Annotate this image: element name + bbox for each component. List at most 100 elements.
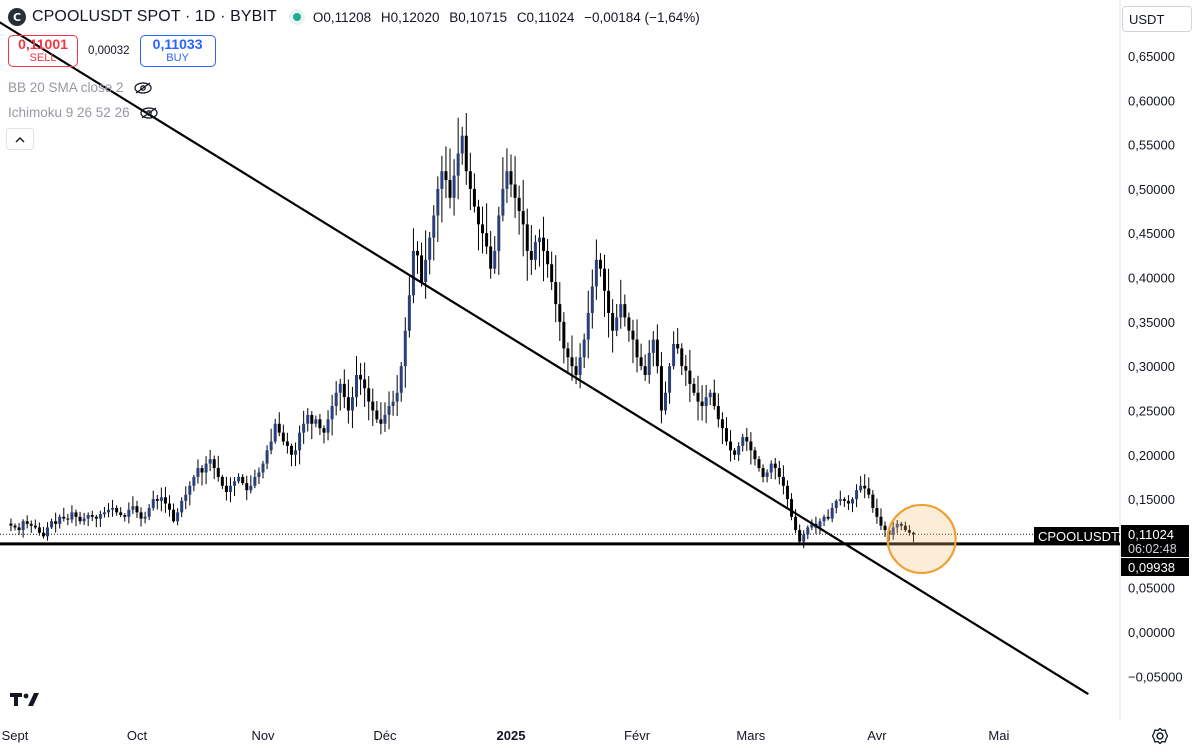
candle-body [383, 414, 387, 424]
sell-button[interactable]: 0,11001 SELL [8, 35, 78, 67]
buy-label: BUY [166, 52, 189, 64]
candle-body [224, 485, 228, 492]
buy-price: 0,11033 [152, 36, 203, 52]
candle-body [155, 499, 159, 501]
candle-body [330, 406, 334, 420]
ohlc-values: O0,11208 H0,12020 B0,10715 C0,11024 −0,0… [313, 10, 700, 25]
candle-body [415, 250, 419, 256]
price-tick-label: 0,35000 [1128, 315, 1175, 330]
candle-body [822, 516, 826, 522]
candle-body [777, 468, 781, 477]
currency-label: USDT [1129, 11, 1165, 27]
bar-countdown-text: 06:02:48 [1128, 542, 1177, 556]
eye-off-icon[interactable] [133, 81, 152, 94]
candle-body [668, 366, 672, 393]
candle-body [883, 525, 887, 531]
candle-body [720, 419, 724, 429]
symbol-logo-icon: C [8, 8, 26, 26]
symbol-title[interactable]: CPOOLUSDT SPOT · 1D · BYBIT [32, 8, 277, 25]
last-price-label: 0,11024 06:02:48 [1121, 525, 1189, 557]
candle-body [542, 237, 546, 251]
candle-body [481, 224, 485, 234]
indicator-bb[interactable]: BB 20 SMA close 2 [8, 80, 152, 95]
tradingview-logo-icon [10, 693, 39, 706]
candle-body [9, 523, 13, 526]
candle-body [684, 366, 688, 371]
candle-body [58, 516, 62, 524]
candle-body [639, 357, 643, 367]
collapse-legend-button[interactable] [6, 128, 34, 150]
candle-body [306, 414, 310, 424]
candle-body [420, 255, 424, 282]
candle-body [651, 339, 655, 353]
candle-body [838, 499, 842, 501]
time-axis[interactable]: Sept Oct Nov Déc 2025 Févr Mars Avr Mai [2, 728, 1010, 743]
candle-body [379, 419, 383, 424]
candle-body [237, 476, 241, 482]
candle-body [98, 514, 102, 519]
candle-body [456, 153, 460, 176]
candle-body [509, 171, 513, 185]
candle-body [863, 485, 867, 489]
candle-body [676, 344, 680, 349]
candle-body [342, 383, 346, 398]
candle-body [855, 490, 859, 500]
candle-body [62, 516, 66, 519]
candle-body [798, 530, 802, 542]
candle-body [741, 437, 745, 446]
candle-body [497, 215, 501, 251]
candle-body [773, 463, 777, 469]
candle-body [440, 171, 444, 189]
candle-body [257, 472, 261, 477]
candle-body [590, 286, 594, 313]
candle-body [911, 532, 915, 535]
candle-body [94, 516, 98, 519]
chevron-up-icon [15, 136, 25, 142]
time-tick-label: Déc [373, 728, 397, 743]
candle-body [578, 357, 582, 376]
time-tick-label: 2025 [497, 728, 526, 743]
candle-body [729, 441, 733, 451]
breakout-highlight-circle[interactable] [886, 503, 957, 575]
candle-body [33, 525, 37, 528]
time-tick-label: Mars [736, 728, 765, 743]
trend-line[interactable] [0, 12, 1089, 695]
candle-body [647, 352, 651, 376]
candle-body [875, 507, 879, 517]
candle-body [700, 401, 704, 407]
candle-body [765, 472, 769, 477]
candle-body [395, 392, 399, 402]
candle-body [867, 488, 871, 495]
candle-body [489, 246, 493, 269]
price-tick-label: 0,25000 [1128, 403, 1175, 418]
candle-body [37, 527, 41, 533]
sell-label: SELL [29, 52, 57, 64]
currency-select[interactable]: USDT [1122, 6, 1192, 32]
price-axis[interactable]: 0,65000 0,60000 0,55000 0,50000 0,45000 0,400… [1128, 49, 1183, 684]
candle-body [359, 375, 363, 380]
eye-off-icon[interactable] [139, 106, 158, 119]
candle-body [513, 184, 517, 198]
candle-body [895, 523, 899, 528]
candle-body [131, 506, 135, 510]
candle-body [493, 250, 497, 269]
candle-body [208, 459, 212, 464]
indicator-ichimoku[interactable]: Ichimoku 9 26 52 26 [8, 105, 158, 120]
candle-body [180, 500, 184, 513]
price-tick-label: 0,55000 [1128, 138, 1175, 153]
buy-button[interactable]: 0,11033 BUY [139, 35, 216, 67]
time-tick-label: Mai [988, 728, 1009, 743]
candle-body [529, 250, 533, 260]
sell-price: 0,11001 [18, 36, 68, 52]
candle-body [391, 401, 395, 407]
candle-body [598, 259, 602, 269]
candle-body [220, 476, 224, 486]
settings-gear-icon[interactable] [1151, 727, 1169, 745]
candle-body [245, 483, 249, 491]
candle-body [712, 392, 716, 407]
candle-body [46, 527, 50, 537]
candle-body [790, 499, 794, 517]
ohlc-low: B0,10715 [449, 9, 508, 25]
time-tick-label: Févr [624, 728, 651, 743]
